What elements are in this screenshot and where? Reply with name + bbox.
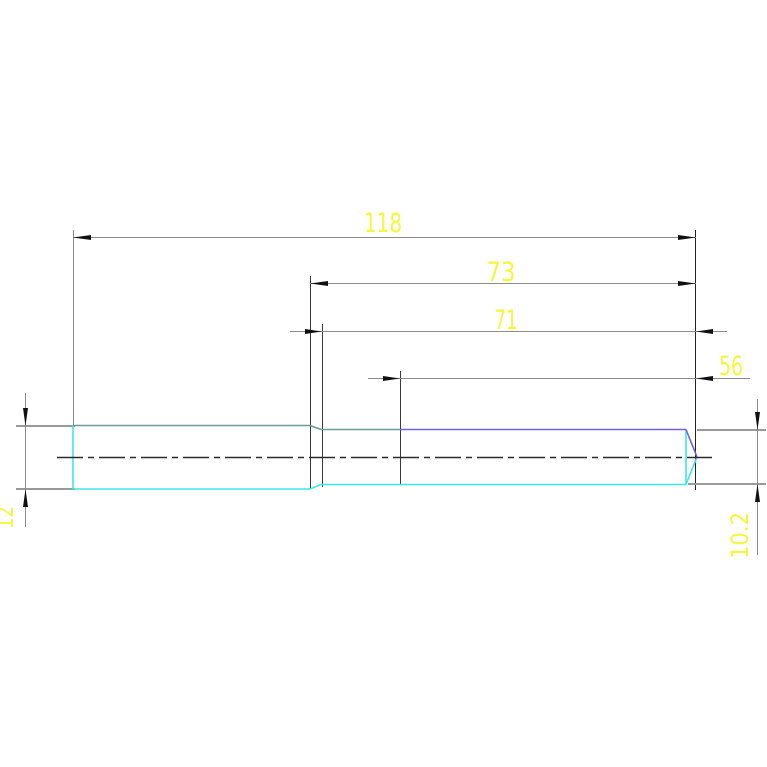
arrow-73-left bbox=[310, 281, 328, 286]
arrow-12-bottom bbox=[23, 489, 28, 507]
arrow-10-2-bottom bbox=[755, 484, 760, 502]
arrow-118-right bbox=[678, 235, 696, 240]
dimension-lines bbox=[25, 237, 758, 555]
bottom-step-chamfer bbox=[309, 483, 322, 490]
dim-label-10-2: 10.2 bbox=[726, 512, 754, 559]
arrow-56-right bbox=[696, 376, 713, 381]
arrow-118-left bbox=[73, 235, 91, 240]
arrow-71-left bbox=[305, 329, 322, 334]
arrow-71-right bbox=[696, 329, 713, 334]
extension-lines-vertical bbox=[73, 230, 696, 490]
dim-label-71: 71 bbox=[495, 305, 518, 336]
arrow-56-left bbox=[383, 376, 400, 381]
arrow-10-2-top bbox=[755, 412, 760, 430]
dim-label-118: 118 bbox=[364, 208, 402, 239]
dim-label-73: 73 bbox=[487, 257, 516, 288]
dimension-arrowheads bbox=[23, 235, 760, 507]
arrow-73-right bbox=[678, 281, 696, 286]
part-outline-purple bbox=[400, 428, 698, 458]
part-outline-teal bbox=[73, 424, 400, 431]
arrow-12-top bbox=[23, 408, 28, 426]
tip-lower-flank bbox=[685, 456, 698, 485]
tip-upper-flank bbox=[685, 429, 698, 458]
dim-label-56: 56 bbox=[719, 351, 743, 382]
top-step-chamfer bbox=[309, 424, 322, 431]
dim-label-12: 12 bbox=[0, 506, 19, 529]
dimension-labels: 118 73 71 56 12 10.2 bbox=[0, 208, 754, 559]
